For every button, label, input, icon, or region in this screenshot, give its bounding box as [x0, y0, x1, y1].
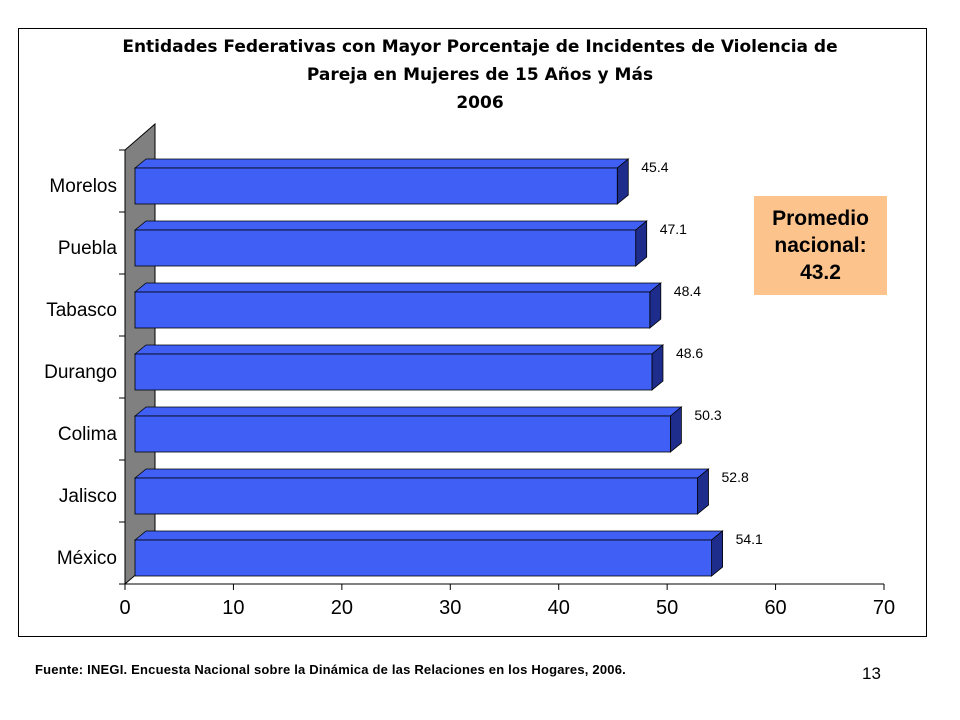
data-label: 48.4 — [674, 283, 701, 299]
data-label: 45.4 — [641, 159, 668, 175]
chart-title: Entidades Federativas con Mayor Porcenta… — [0, 33, 960, 117]
bar — [134, 539, 712, 577]
chart-title-line-3: 2006 — [456, 93, 504, 113]
page-number: 13 — [862, 664, 881, 683]
category-label: Tabasco — [46, 300, 117, 321]
bar — [134, 415, 671, 453]
national-average-value: 43.2 — [800, 261, 841, 284]
bar-top-face — [133, 282, 662, 293]
bar-top-face — [133, 530, 724, 541]
x-tick-label: 50 — [656, 597, 678, 619]
bar-top-face — [133, 220, 648, 231]
x-tick-label: 0 — [119, 597, 130, 619]
bar — [134, 291, 651, 329]
x-tick-label: 40 — [548, 597, 570, 619]
bar-top-face — [133, 406, 683, 417]
bar — [134, 229, 637, 267]
x-tick-label: 60 — [764, 597, 786, 619]
category-label: México — [57, 548, 117, 569]
x-tick-label: 20 — [331, 597, 353, 619]
bar — [134, 353, 653, 391]
x-tick-label: 70 — [873, 597, 895, 619]
chart-title-line-2: Pareja en Mujeres de 15 Años y Más — [306, 65, 654, 85]
national-average-box: Promedio nacional: 43.2 — [754, 196, 887, 295]
category-label: Durango — [44, 362, 117, 383]
x-tick-label: 10 — [222, 597, 244, 619]
bar — [134, 167, 618, 205]
data-label: 50.3 — [694, 407, 721, 423]
data-label: 47.1 — [660, 221, 687, 237]
national-average-line-2: nacional: — [774, 234, 867, 257]
x-tick-label: 30 — [439, 597, 461, 619]
category-label: Puebla — [58, 238, 118, 259]
chart-title-line-1: Entidades Federativas con Mayor Porcenta… — [122, 37, 838, 57]
bar-top-face — [133, 158, 630, 169]
category-label: Morelos — [49, 176, 117, 197]
source-note: Fuente: INEGI. Encuesta Nacional sobre l… — [35, 662, 626, 677]
data-label: 52.8 — [722, 469, 749, 485]
bar — [134, 477, 698, 515]
national-average-line-1: Promedio — [772, 207, 869, 230]
category-label: Jalisco — [59, 486, 117, 507]
bar-top-face — [133, 468, 710, 479]
bar-top-face — [133, 344, 665, 355]
data-label: 48.6 — [676, 345, 703, 361]
category-label: Colima — [58, 424, 118, 445]
data-label: 54.1 — [736, 531, 763, 547]
